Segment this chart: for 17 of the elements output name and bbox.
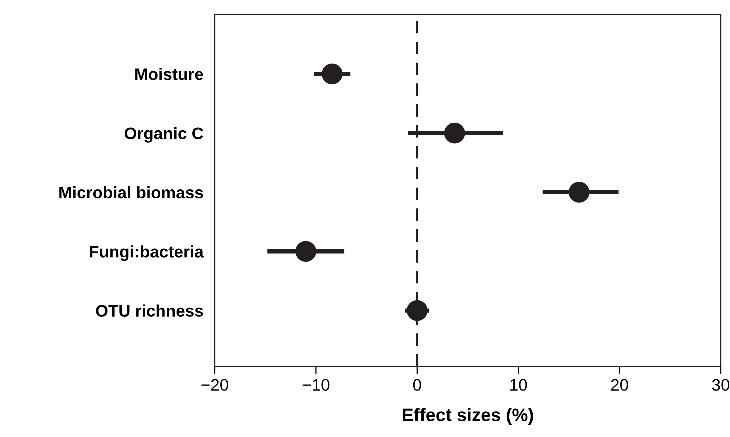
point xyxy=(406,300,428,322)
y-tick-label: Moisture xyxy=(136,68,204,80)
x-tick-label: −10 xyxy=(302,379,330,392)
x-tick-label: −20 xyxy=(202,379,228,392)
point xyxy=(296,241,316,262)
y-tick-label: Fungi:bacteria xyxy=(90,246,204,262)
x-axis-title: Effect sizes (%) xyxy=(402,408,534,426)
y-tick-label: OTU richness xyxy=(96,304,204,317)
point xyxy=(444,122,466,144)
x-tick-label: 0 xyxy=(413,379,422,392)
point xyxy=(322,64,343,85)
x-tick-label: 10 xyxy=(510,379,528,392)
x-tick-label: 30 xyxy=(712,379,730,392)
x-tick-label: 20 xyxy=(611,379,628,392)
y-tick-label: Organic C xyxy=(124,127,204,143)
point xyxy=(568,182,590,203)
y-tick-label: Microbial biomass xyxy=(60,186,204,199)
